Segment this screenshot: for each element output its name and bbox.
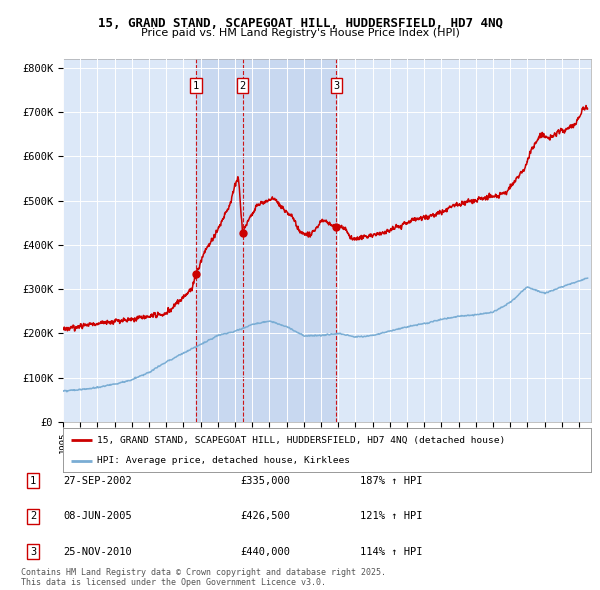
Text: Contains HM Land Registry data © Crown copyright and database right 2025.
This d: Contains HM Land Registry data © Crown c… [21, 568, 386, 587]
Bar [196, 59, 242, 422]
Text: 27-SEP-2002: 27-SEP-2002 [63, 476, 132, 486]
Bar [242, 59, 337, 422]
Text: 1: 1 [30, 476, 36, 486]
Text: 2: 2 [239, 81, 245, 90]
Text: 1: 1 [193, 81, 199, 90]
Text: HPI: Average price, detached house, Kirklees: HPI: Average price, detached house, Kirk… [97, 457, 350, 466]
Text: 15, GRAND STAND, SCAPEGOAT HILL, HUDDERSFIELD, HD7 4NQ: 15, GRAND STAND, SCAPEGOAT HILL, HUDDERS… [97, 17, 503, 30]
Text: 25-NOV-2010: 25-NOV-2010 [63, 547, 132, 556]
Text: 3: 3 [334, 81, 340, 90]
Text: £426,500: £426,500 [240, 512, 290, 521]
Text: 15, GRAND STAND, SCAPEGOAT HILL, HUDDERSFIELD, HD7 4NQ (detached house): 15, GRAND STAND, SCAPEGOAT HILL, HUDDERS… [97, 435, 506, 445]
Text: 121% ↑ HPI: 121% ↑ HPI [360, 512, 422, 521]
Text: 2: 2 [30, 512, 36, 521]
Text: 08-JUN-2005: 08-JUN-2005 [63, 512, 132, 521]
Text: £335,000: £335,000 [240, 476, 290, 486]
Text: £440,000: £440,000 [240, 547, 290, 556]
Text: Price paid vs. HM Land Registry's House Price Index (HPI): Price paid vs. HM Land Registry's House … [140, 28, 460, 38]
Text: 187% ↑ HPI: 187% ↑ HPI [360, 476, 422, 486]
Text: 3: 3 [30, 547, 36, 556]
Text: 114% ↑ HPI: 114% ↑ HPI [360, 547, 422, 556]
